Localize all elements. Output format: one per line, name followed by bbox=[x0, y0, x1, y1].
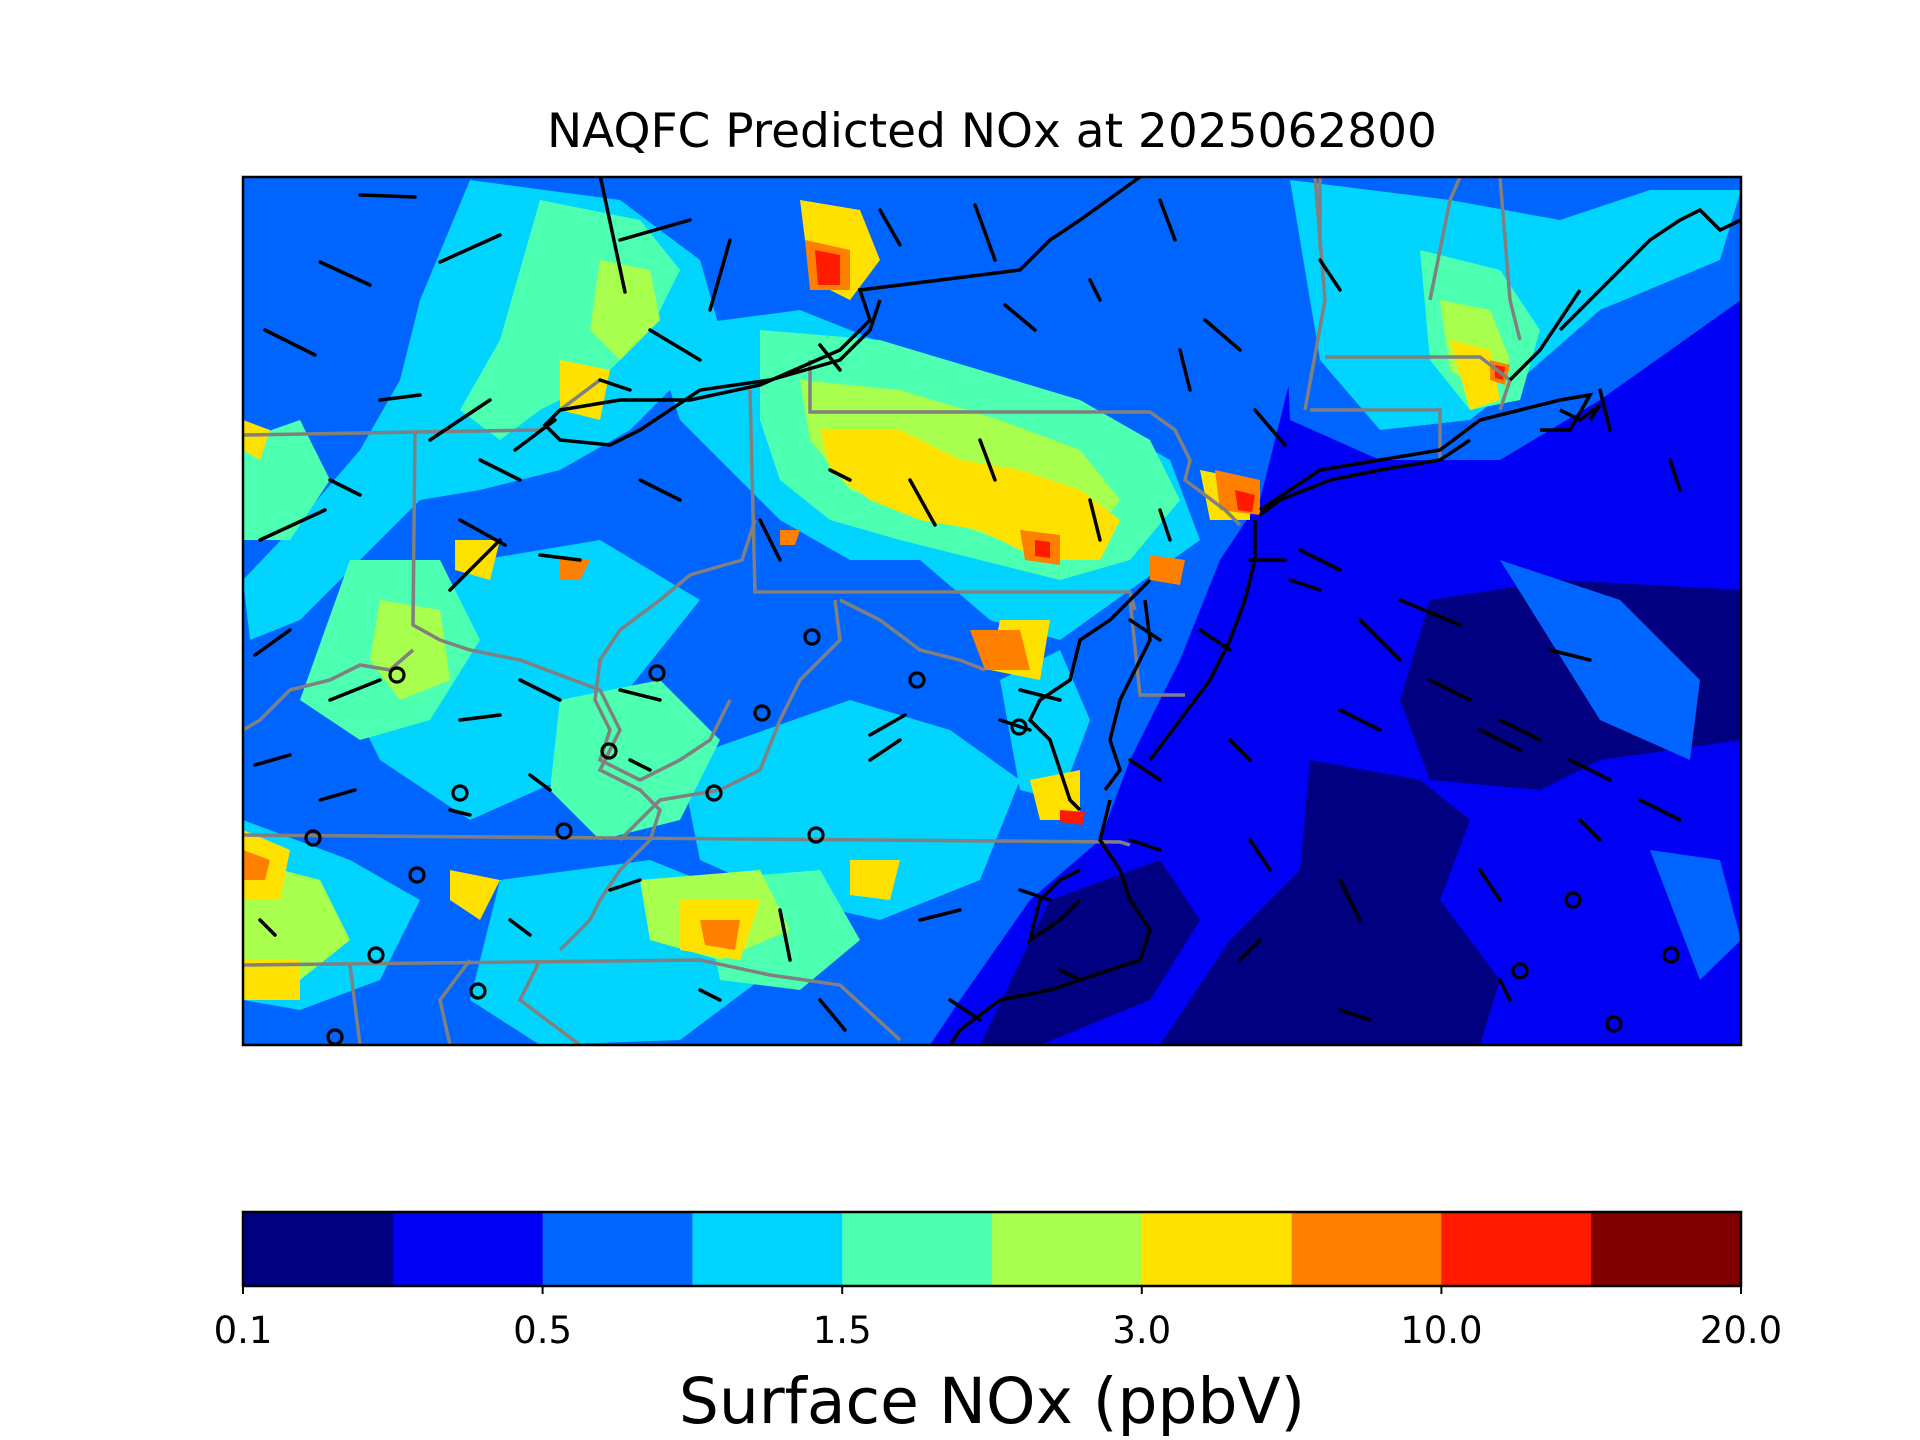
wind-barbs bbox=[253, 177, 1682, 1032]
red-nox-patches bbox=[815, 250, 1505, 825]
colorbar-bin bbox=[542, 1212, 693, 1286]
colorbar-bin bbox=[692, 1212, 843, 1286]
colorbar-tick-label: 0.1 bbox=[213, 1309, 273, 1352]
state-borders bbox=[243, 177, 1522, 1045]
calm-wind-markers bbox=[304, 628, 1680, 1045]
colorbar-tick-label: 20.0 bbox=[1699, 1309, 1783, 1352]
colorbar-tick-label: 3.0 bbox=[1112, 1309, 1172, 1352]
colorbar-bin bbox=[1291, 1212, 1442, 1286]
colorbar-tick-label: 10.0 bbox=[1400, 1309, 1483, 1352]
colorbar-label: Surface NOx (ppbV) bbox=[678, 1365, 1306, 1438]
colorbar-bin bbox=[1591, 1212, 1742, 1286]
colorbar-bin bbox=[842, 1212, 993, 1286]
colorbar-bin bbox=[1141, 1212, 1293, 1286]
map-title: NAQFC Predicted NOx at 2025062800 bbox=[547, 104, 1437, 159]
yellow-nox-patches bbox=[243, 200, 1500, 1000]
colorbar-bin bbox=[1441, 1212, 1592, 1286]
map-frame bbox=[241, 175, 1743, 1047]
colorbar-tick-label: 1.5 bbox=[812, 1309, 872, 1352]
colorbar-bin bbox=[392, 1212, 544, 1286]
colorbar-bin bbox=[243, 1212, 394, 1286]
colorbar-tick-label: 0.5 bbox=[513, 1309, 573, 1352]
colorbar-bin bbox=[992, 1212, 1143, 1286]
colorbar-frame bbox=[241, 1210, 1743, 1288]
